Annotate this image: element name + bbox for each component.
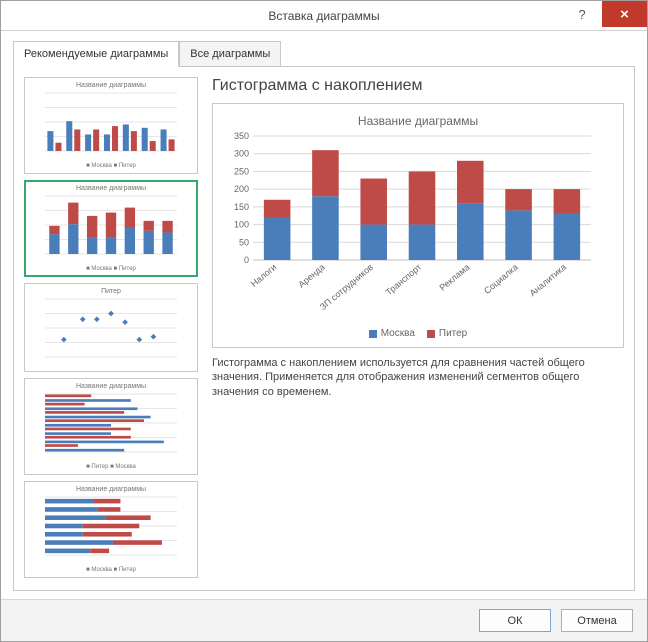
- svg-text:Аналитика: Аналитика: [528, 262, 569, 298]
- chart-thumbnail-list[interactable]: Название диаграммы■ Москва ■ ПитерНазван…: [24, 77, 204, 580]
- thumb-svg: [29, 495, 179, 565]
- chart-thumbnail[interactable]: Название диаграммы ■ Питер ■ Москва: [24, 378, 198, 475]
- legend-item: Питер: [427, 328, 467, 339]
- titlebar: Вставка диаграммы ? ×: [1, 1, 647, 31]
- tab-strip: Рекомендуемые диаграммы Все диаграммы: [1, 31, 647, 67]
- legend-swatch: [369, 330, 377, 338]
- legend-label: Питер: [439, 328, 467, 339]
- thumb-title: Название диаграммы: [29, 82, 193, 89]
- thumb-legend: ■ Питер ■ Москва: [29, 464, 193, 470]
- dialog-title: Вставка диаграммы: [1, 9, 647, 23]
- thumb-title: Название диаграммы: [29, 383, 193, 390]
- preview-description: Гистограмма с накоплением используется д…: [212, 356, 624, 401]
- preview-legend: Москва Питер: [219, 328, 617, 341]
- dialog-content-inner: Название диаграммы■ Москва ■ ПитерНазван…: [13, 67, 635, 591]
- insert-chart-dialog: Вставка диаграммы ? × Рекомендуемые диаг…: [0, 0, 648, 642]
- close-icon[interactable]: ×: [602, 1, 647, 27]
- legend-label: Москва: [381, 328, 415, 339]
- chart-preview-pane: Гистограмма с накоплением Название диагр…: [212, 77, 624, 580]
- legend-swatch: [427, 330, 435, 338]
- cancel-button[interactable]: Отмена: [561, 609, 633, 632]
- svg-text:100: 100: [234, 220, 249, 230]
- svg-text:Транспорт: Транспорт: [384, 262, 424, 297]
- preview-chart-title: Название диаграммы: [219, 114, 617, 128]
- tab-all[interactable]: Все диаграммы: [179, 41, 281, 67]
- svg-text:350: 350: [234, 132, 249, 141]
- thumb-svg: [29, 91, 179, 161]
- svg-text:200: 200: [234, 184, 249, 194]
- thumb-svg: [29, 392, 179, 462]
- svg-text:250: 250: [234, 166, 249, 176]
- thumb-svg: [29, 297, 179, 367]
- preview-heading: Гистограмма с накоплением: [212, 77, 624, 95]
- svg-text:Реклама: Реклама: [437, 262, 471, 293]
- tab-recommended[interactable]: Рекомендуемые диаграммы: [13, 41, 179, 67]
- svg-text:150: 150: [234, 202, 249, 212]
- thumb-legend: ■ Москва ■ Питер: [29, 567, 193, 573]
- svg-text:Аренда: Аренда: [296, 262, 326, 290]
- chart-thumbnail[interactable]: Питер: [24, 283, 198, 372]
- svg-text:0: 0: [244, 255, 249, 265]
- thumb-title: Название диаграммы: [29, 185, 193, 192]
- chart-thumbnail[interactable]: Название диаграммы ■ Москва ■ Питер: [24, 481, 198, 578]
- thumb-title: Название диаграммы: [29, 486, 193, 493]
- legend-item: Москва: [369, 328, 415, 339]
- svg-text:50: 50: [239, 237, 249, 247]
- thumb-svg: [29, 194, 179, 264]
- svg-text:300: 300: [234, 149, 249, 159]
- ok-button[interactable]: ОК: [479, 609, 551, 632]
- thumb-legend: ■ Москва ■ Питер: [29, 163, 193, 169]
- svg-text:Социалка: Социалка: [482, 262, 520, 296]
- svg-text:Налоги: Налоги: [249, 262, 279, 289]
- titlebar-buttons: ? ×: [562, 1, 647, 27]
- thumb-legend: ■ Москва ■ Питер: [29, 266, 193, 272]
- preview-chart-svg: 050100150200250300350НалогиАрендаЗП сотр…: [219, 132, 599, 322]
- dialog-content: Название диаграммы■ Москва ■ ПитерНазван…: [1, 67, 647, 599]
- help-icon[interactable]: ?: [562, 1, 602, 27]
- chart-thumbnail[interactable]: Название диаграммы ■ Москва ■ Питер: [24, 180, 198, 277]
- dialog-footer: ОК Отмена: [1, 599, 647, 641]
- chart-thumbnail[interactable]: Название диаграммы ■ Москва ■ Питер: [24, 77, 198, 174]
- preview-chart-box: Название диаграммы 0 50 100 150 200 250 300 350…: [212, 103, 624, 348]
- thumb-title: Питер: [29, 288, 193, 295]
